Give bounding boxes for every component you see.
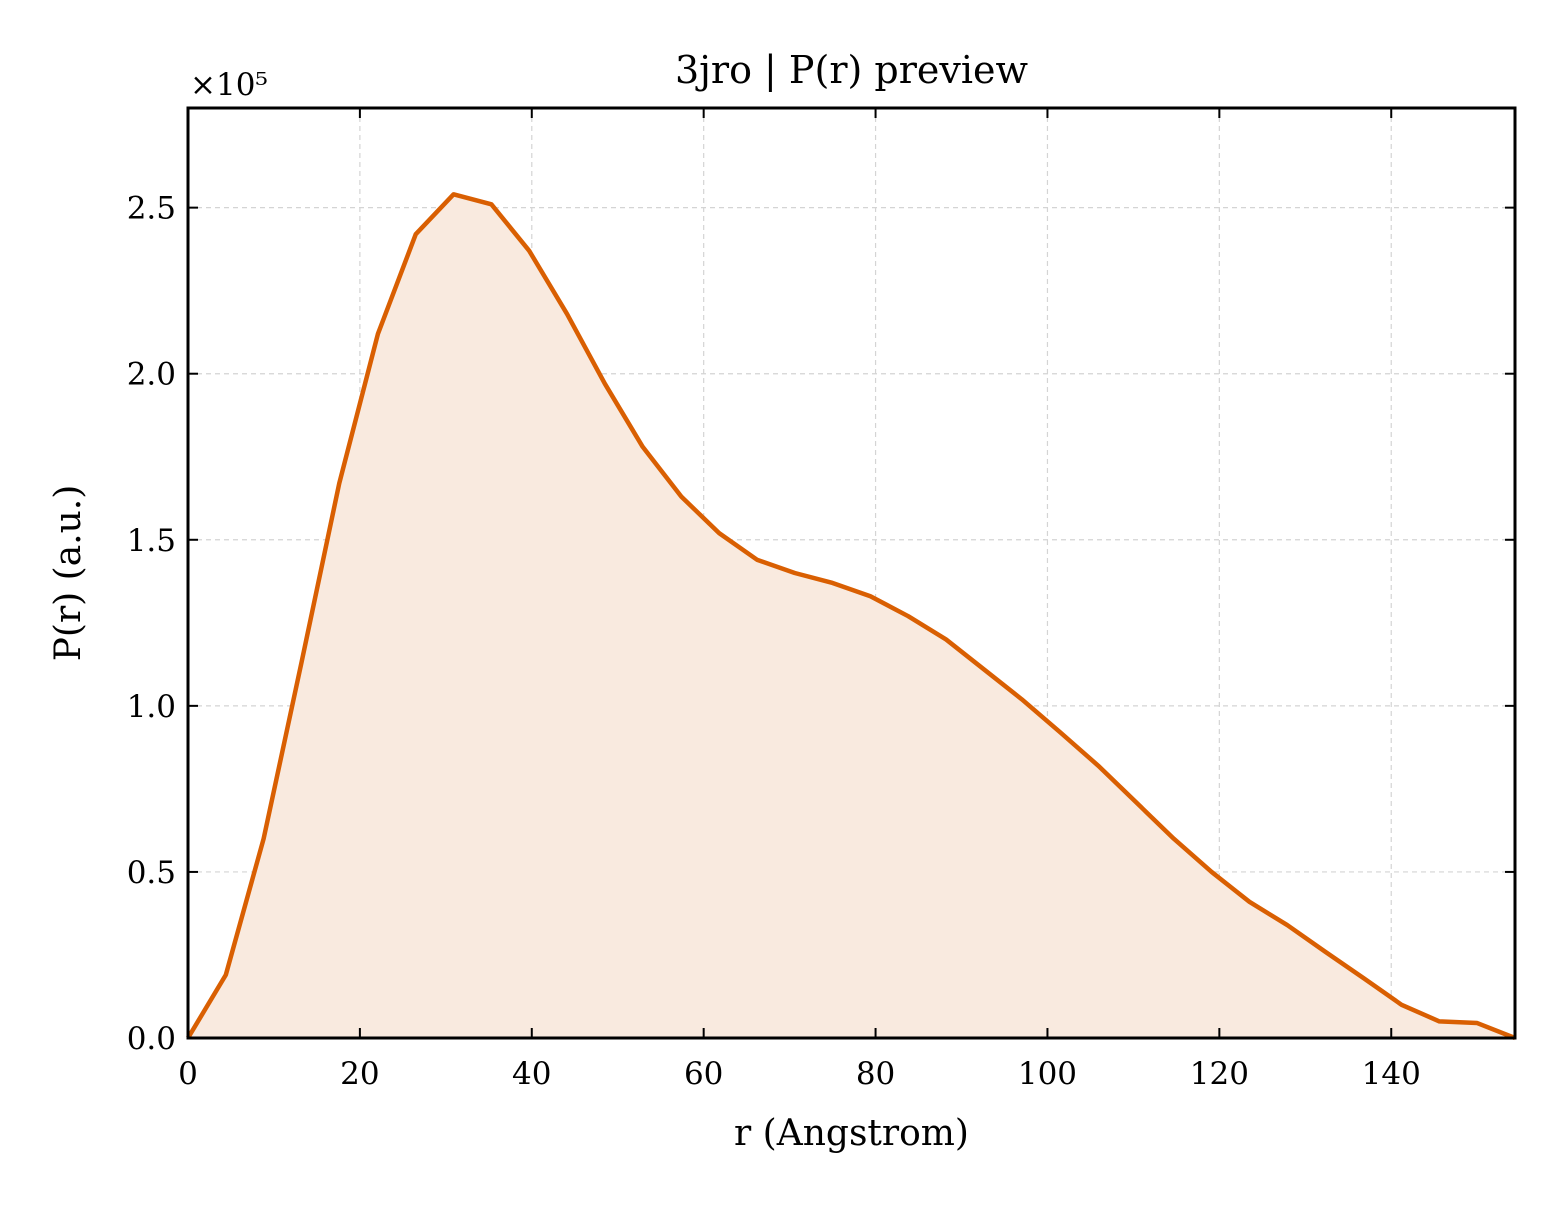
y-tick-label: 1.0 (127, 689, 176, 725)
y-axis-multiplier: ×10⁵ (190, 67, 268, 103)
tick-layer: 0 20 40 60 80 100 120 140 0.0 0.5 1.0 1.5 2.0 2.5 (127, 108, 1515, 1092)
x-tick-label: 120 (1190, 1056, 1249, 1092)
x-tick-label: 20 (340, 1056, 379, 1092)
x-axis-label: r (Angstrom) (734, 1113, 969, 1154)
series-line (186, 192, 1516, 1041)
x-tick-label: 40 (512, 1056, 551, 1092)
x-tick-label: 100 (1018, 1056, 1077, 1092)
plot-layer (186, 192, 1516, 1041)
y-axis-label: P(r) (a.u.) (48, 485, 89, 662)
y-tick-label: 0.5 (127, 855, 176, 891)
y-tick-label: 2.0 (127, 357, 176, 393)
x-tick-label: 0 (178, 1056, 198, 1092)
x-tick-label: 60 (684, 1056, 723, 1092)
series-area-fill (188, 194, 1515, 1039)
y-tick-label: 0.0 (127, 1021, 176, 1057)
plot-frame (186, 106, 1517, 1040)
x-tick-label: 80 (856, 1056, 895, 1092)
y-tick-label: 2.5 (127, 191, 176, 227)
chart-title: 3jro | P(r) preview (675, 48, 1029, 92)
y-tick-label: 1.5 (127, 523, 176, 559)
x-tick-label: 140 (1362, 1056, 1421, 1092)
